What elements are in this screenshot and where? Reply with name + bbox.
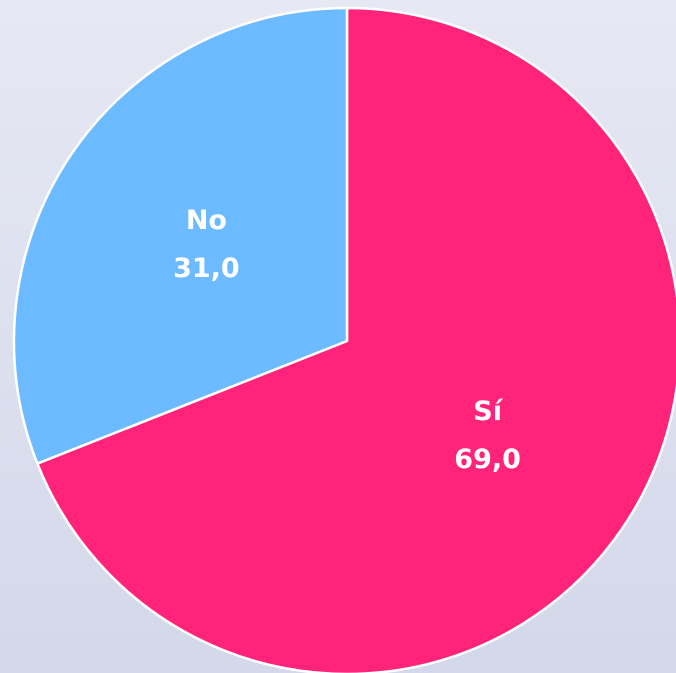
slice-value-label: 69,0 — [454, 444, 521, 475]
slice-label: Sí — [473, 396, 503, 427]
pie-slice — [12, 6, 349, 465]
slice-label: No — [186, 205, 227, 236]
pie-slice — [36, 6, 676, 673]
slice-value-label: 31,0 — [173, 253, 240, 284]
